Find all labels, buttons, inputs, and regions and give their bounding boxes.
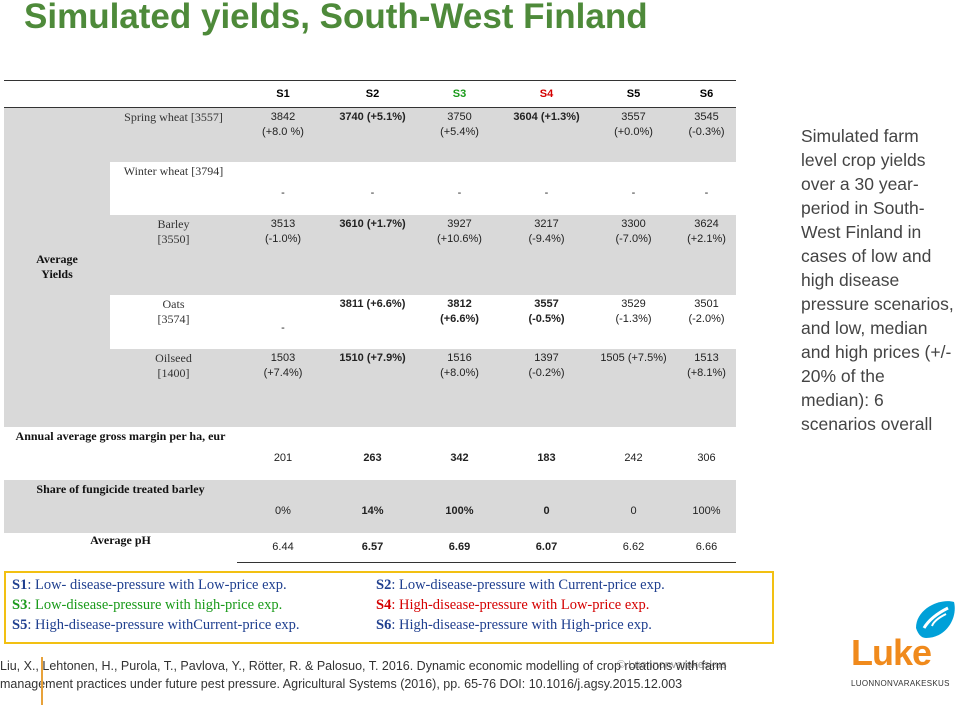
copyright-watermark: © Luonnonvarakeskus: [617, 659, 727, 671]
cell: 183: [503, 426, 590, 480]
table-row: Barley [3550] 3513 (-1.0%) 3610 (+1.7%) …: [4, 214, 736, 295]
cell: 6.69: [416, 532, 503, 563]
cell: 3557 (+0.0%): [590, 107, 677, 162]
cell: 3624 (+2.1%): [677, 214, 736, 295]
cell: -: [329, 161, 416, 215]
cell: 6.44: [237, 532, 329, 563]
cell: 3604 (+1.3%): [503, 107, 590, 162]
cell: 3300 (-7.0%): [590, 214, 677, 295]
cell: 0: [590, 479, 677, 533]
cell: -: [416, 161, 503, 215]
table-row: Annual average gross margin per ha, eur …: [4, 426, 736, 480]
cell: 3740 (+5.1%): [329, 107, 416, 162]
col-header-s4: S4: [503, 80, 590, 108]
cell: 1516 (+8.0%): [416, 348, 503, 427]
cell: 1513 (+8.1%): [677, 348, 736, 427]
cell: 6.66: [677, 532, 736, 563]
cell: 306: [677, 426, 736, 480]
gross-margin-label: Annual average gross margin per ha, eur: [4, 426, 237, 480]
cell: 3811 (+6.6%): [329, 294, 416, 349]
cell: 3545 (-0.3%): [677, 107, 736, 162]
table-row: Oats [3574] - 3811 (+6.6%) 3812 (+6.6%) …: [4, 294, 736, 349]
table-header-row: S1 S2 S3 S4 S5 S6: [4, 80, 736, 108]
legend-item-s3: S3: Low-disease-pressure with high-price…: [12, 597, 283, 613]
reference-line-1: Liu, X., Lehtonen, H., Purola, T., Pavlo…: [0, 659, 727, 673]
cell: 201: [237, 426, 329, 480]
luke-logo-text: Luke: [851, 632, 932, 673]
cell: 3927 (+10.6%): [416, 214, 503, 295]
crop-label: Barley [3550]: [110, 214, 237, 295]
cell: 3750 (+5.4%): [416, 107, 503, 162]
legend-item-s1: S1: Low- disease-pressure with Low-price…: [12, 577, 287, 593]
cell: 1503 (+7.4%): [237, 348, 329, 427]
col-header-s6: S6: [677, 80, 736, 108]
cell: 242: [590, 426, 677, 480]
luke-logo-subtitle: LUONNONVARAKESKUS: [851, 679, 950, 688]
col-header-s3: S3: [416, 80, 503, 108]
reference-citation: Liu, X., Lehtonen, H., Purola, T., Pavlo…: [0, 657, 850, 693]
table-row: Average pH 6.44 6.57 6.69 6.07 6.62 6.66: [4, 532, 736, 563]
cell: 1510 (+7.9%): [329, 348, 416, 427]
group-cell: Average Yields: [4, 107, 110, 427]
cell: 342: [416, 426, 503, 480]
cell: 6.57: [329, 532, 416, 563]
text-cursor: [41, 657, 43, 705]
cell: 3513 (-1.0%): [237, 214, 329, 295]
cell: -: [237, 294, 329, 349]
average-yields-label: Average Yields: [36, 252, 78, 282]
cell: 6.62: [590, 532, 677, 563]
table-row: Oilseed [1400] 1503 (+7.4%) 1510 (+7.9%)…: [4, 348, 736, 427]
cell: 6.07: [503, 532, 590, 563]
legend-item-s2: S2: Low-disease-pressure with Current-pr…: [376, 577, 665, 593]
crop-label: Oilseed [1400]: [110, 348, 237, 427]
cell: 1505 (+7.5%): [590, 348, 677, 427]
cell: 3217 (-9.4%): [503, 214, 590, 295]
cell: 3610 (+1.7%): [329, 214, 416, 295]
table-row: Share of fungicide treated barley 0% 14%…: [4, 479, 736, 533]
cell: 3529 (-1.3%): [590, 294, 677, 349]
fungicide-label: Share of fungicide treated barley: [4, 479, 237, 533]
crop-label: Oats [3574]: [110, 294, 237, 349]
crop-label: Winter wheat [3794]: [110, 161, 237, 215]
ph-label: Average pH: [4, 532, 237, 563]
cell: 0: [503, 479, 590, 533]
cell: 0%: [237, 479, 329, 533]
cell: 263: [329, 426, 416, 480]
cell: 1397 (-0.2%): [503, 348, 590, 427]
cell: 3842 (+8.0 %): [237, 107, 329, 162]
legend-item-s4: S4: High-disease-pressure with Low-price…: [376, 597, 650, 613]
cell: 100%: [416, 479, 503, 533]
description-text: Simulated farm level crop yields over a …: [801, 126, 954, 434]
cell: 3812 (+6.6%): [416, 294, 503, 349]
cell: 100%: [677, 479, 736, 533]
cell: 3557 (-0.5%): [503, 294, 590, 349]
cell: -: [677, 161, 736, 215]
table-row: Average Yields Spring wheat [3557] 3842 …: [4, 107, 736, 427]
col-header-s2: S2: [329, 80, 416, 108]
cell: 14%: [329, 479, 416, 533]
cell: -: [590, 161, 677, 215]
col-header-s5: S5: [590, 80, 677, 108]
scenario-legend: S1: Low- disease-pressure with Low-price…: [4, 571, 774, 644]
luke-leaf-logo-icon: [916, 601, 955, 638]
cell: -: [237, 161, 329, 215]
cell: -: [503, 161, 590, 215]
col-header-s1: S1: [237, 80, 329, 108]
legend-item-s5: S5: High-disease-pressure withCurrent-pr…: [12, 617, 300, 633]
reference-line-2: management practices under future pest p…: [0, 677, 683, 691]
cell: 3501 (-2.0%): [677, 294, 736, 349]
legend-item-s6: S6: High-disease-pressure with High-pric…: [376, 617, 652, 633]
yields-table: S1 S2 S3 S4 S5 S6 Average Yields Spring …: [4, 80, 736, 563]
table-row: Winter wheat [3794] - - - - - -: [4, 161, 736, 215]
page-title: Simulated yields, South-West Finland: [24, 0, 648, 36]
crop-label: Spring wheat [3557]: [110, 107, 237, 162]
